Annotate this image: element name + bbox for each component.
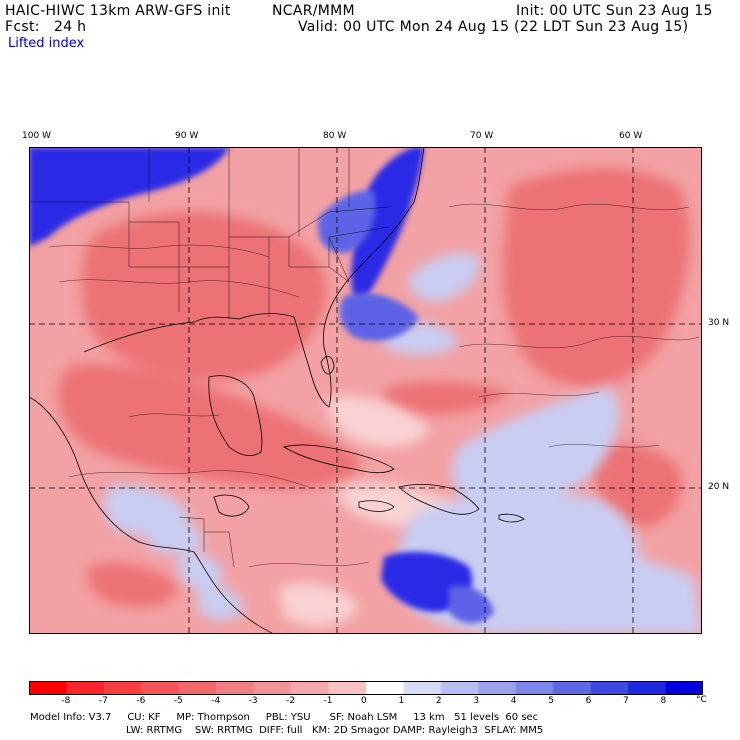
colorbar-tick-label: 1 xyxy=(398,696,405,706)
colorbar-tick-label: -4 xyxy=(211,696,221,706)
init-time: Init: 00 UTC Sun 23 Aug 15 xyxy=(516,3,713,19)
lifted-index-map xyxy=(29,147,702,634)
colorbar-swatch xyxy=(478,681,517,695)
model-info-line2: LW: RRTMG SW: RRTMG DIFF: full KM: 2D Sm… xyxy=(126,725,544,736)
colorbar-tick-label: 3 xyxy=(473,696,480,706)
lon-label-100w: 100 W xyxy=(22,131,51,141)
colorbar-tick-label: -6 xyxy=(136,696,146,706)
lon-label-90w: 90 W xyxy=(175,131,199,141)
political-borders xyxy=(29,147,390,568)
colorbar-tick-label: -3 xyxy=(248,696,258,706)
colorbar-tick-label: -1 xyxy=(323,696,333,706)
colorbar-swatch xyxy=(628,681,667,695)
colorbar-swatch xyxy=(665,681,703,695)
lon-label-60w: 60 W xyxy=(619,131,643,141)
colorbar-swatch xyxy=(328,681,367,695)
lon-label-70w: 70 W xyxy=(470,131,494,141)
colorbar-swatch xyxy=(29,681,67,695)
colorbar-tick-label: 5 xyxy=(548,696,554,706)
valid-time: Valid: 00 UTC Mon 24 Aug 15 (22 LDT Sun … xyxy=(298,19,689,35)
colorbar-tick-label: 2 xyxy=(435,696,442,706)
map-frame xyxy=(29,147,702,634)
colorbar-swatch xyxy=(291,681,330,695)
colorbar-unit: °C xyxy=(696,695,707,705)
unstable-regions xyxy=(58,168,690,607)
colorbar-tick-label: -8 xyxy=(61,696,71,706)
colorbar-swatch xyxy=(253,681,292,695)
stable-medium-blue xyxy=(318,190,494,624)
colorbar-tick-label: 8 xyxy=(660,696,667,706)
colorbar-tick-label: -7 xyxy=(98,696,108,706)
graticule xyxy=(29,147,702,634)
colorbar-swatch xyxy=(66,681,105,695)
field-name: Lifted index xyxy=(8,36,85,51)
colorbar-tick-label: 7 xyxy=(623,696,629,706)
colorbar-swatch xyxy=(403,681,442,695)
lat-label-30n: 30 N xyxy=(708,318,730,328)
coastlines xyxy=(29,147,525,634)
colorbar-swatch xyxy=(141,681,180,695)
colorbar-tick-label: 4 xyxy=(510,696,517,706)
colorbar-swatch xyxy=(590,681,629,695)
colorbar-swatch xyxy=(178,681,217,695)
colorbar-tick-label: -2 xyxy=(286,696,296,706)
model-info-line1: Model Info: V3.7 CU: KF MP: Thompson PBL… xyxy=(30,712,539,723)
colorbar-swatch xyxy=(103,681,142,695)
colorbar-tick-label: 6 xyxy=(585,696,592,706)
colorbar-swatch xyxy=(216,681,255,695)
colorbar-tick-label: 0 xyxy=(361,696,367,706)
colorbar-swatch xyxy=(515,681,554,695)
colorbar-swatch xyxy=(553,681,592,695)
forecast-hour: Fcst: 24 h xyxy=(5,19,87,35)
colorbar-swatch xyxy=(440,681,479,695)
colorbar-swatch xyxy=(366,681,404,695)
lat-label-20n: 20 N xyxy=(708,482,730,492)
colorbar-frame xyxy=(29,681,703,695)
colorbar-tick-label: -5 xyxy=(173,696,183,706)
lon-label-80w: 80 W xyxy=(323,131,347,141)
organization-label: NCAR/MMM xyxy=(272,3,355,19)
colorbar xyxy=(29,681,703,695)
model-title: HAIC-HIWC 13km ARW-GFS init xyxy=(5,3,231,19)
